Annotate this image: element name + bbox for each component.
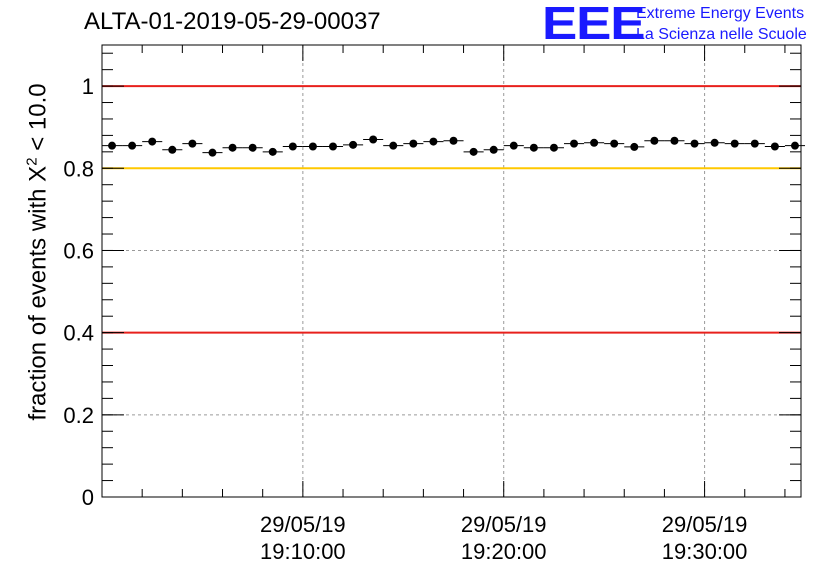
y-axis-ticks: 0 0.2 0.4 0.6 0.8 1 — [63, 52, 801, 510]
data-point — [610, 139, 619, 148]
data-point — [108, 141, 117, 150]
y-tick-label: 0 — [82, 485, 94, 510]
eee-logo: EEE — [542, 0, 646, 49]
data-point — [128, 141, 137, 150]
data-point — [529, 143, 538, 152]
x-tick-label-date: 29/05/19 — [260, 512, 346, 537]
data-point — [730, 139, 739, 148]
y-axis-label-tail: < 10.0 — [24, 83, 52, 158]
data-point — [328, 142, 337, 151]
reference-lines — [102, 85, 801, 334]
data-point — [228, 143, 237, 152]
x-tick-label-date: 29/05/19 — [662, 512, 748, 537]
y-tick-label: 0.4 — [63, 321, 94, 346]
data-point — [489, 145, 498, 154]
data-point — [168, 145, 177, 154]
logo-caption-line2: La Scienza nelle Scuole — [636, 26, 807, 43]
grid-lines — [102, 45, 801, 497]
data-point — [549, 143, 558, 152]
data-point — [750, 139, 759, 148]
x-tick-label-time: 19:10:00 — [260, 539, 346, 564]
data-point — [288, 142, 297, 151]
data-point — [349, 140, 358, 149]
data-point — [650, 136, 659, 145]
plot-frame — [101, 44, 802, 498]
logo-caption: Extreme Energy Events La Scienza nelle S… — [636, 3, 807, 45]
data-point — [509, 141, 518, 150]
data-point — [248, 143, 257, 152]
y-axis-label: fraction of events with X2 < 10.0 — [24, 83, 53, 420]
y-tick-label: 1 — [82, 74, 94, 99]
chart-title: ALTA-01-2019-05-29-00037 — [84, 8, 381, 35]
data-point — [590, 138, 599, 147]
data-point — [268, 147, 277, 156]
y-tick-label: 0.6 — [63, 238, 94, 263]
data-point — [449, 136, 458, 145]
data-points — [102, 135, 806, 157]
data-point — [670, 136, 679, 145]
data-point — [389, 141, 398, 150]
y-tick-label: 0.2 — [63, 403, 94, 428]
x-axis-ticks: 29/05/1919:10:0029/05/1919:20:0029/05/19… — [101, 45, 786, 564]
y-tick-label: 0.8 — [63, 156, 94, 181]
data-point — [208, 148, 217, 157]
data-point — [469, 147, 478, 156]
data-point — [429, 137, 438, 146]
data-point — [690, 139, 699, 148]
data-point — [790, 141, 799, 150]
data-point — [570, 139, 579, 148]
data-point — [630, 142, 639, 151]
data-point — [409, 139, 418, 148]
y-axis-label-superscript: 2 — [23, 157, 41, 166]
x-tick-label-time: 19:30:00 — [662, 539, 748, 564]
y-axis-label-main: fraction of events with X — [24, 165, 52, 421]
data-point — [770, 142, 779, 151]
logo-caption-line1: Extreme Energy Events — [636, 5, 805, 22]
x-tick-label-date: 29/05/19 — [461, 512, 547, 537]
data-point — [188, 139, 197, 148]
data-point — [710, 138, 719, 147]
data-point — [369, 135, 378, 144]
x-tick-label-time: 19:20:00 — [461, 539, 547, 564]
data-point — [308, 142, 317, 151]
data-point — [148, 137, 157, 146]
